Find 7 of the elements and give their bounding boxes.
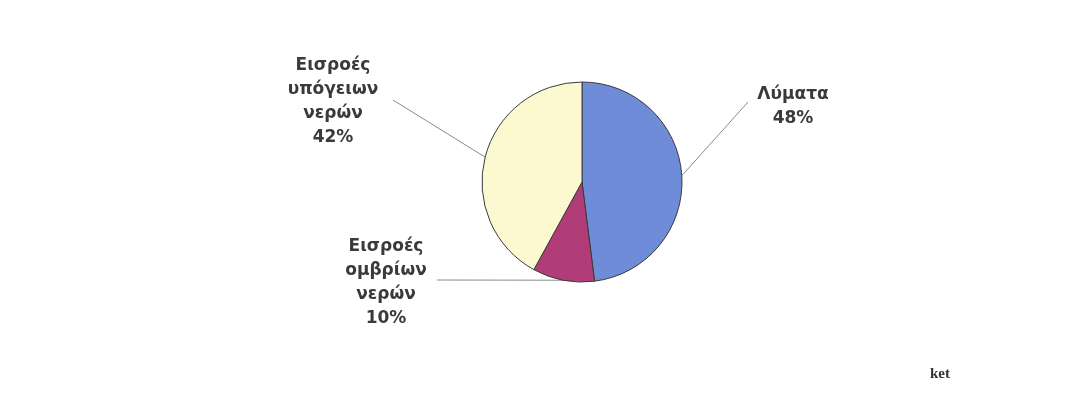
text: ket xyxy=(930,364,950,381)
slice-label: Εισροές ομβρίων νερών xyxy=(345,235,427,303)
slice-label: Λύματα xyxy=(757,83,829,103)
slice-label: Εισροές υπόγειων νερών xyxy=(287,54,379,122)
data-label: 10% xyxy=(365,307,407,327)
data-label: 42% xyxy=(312,126,354,146)
data-label: 48% xyxy=(772,107,814,127)
